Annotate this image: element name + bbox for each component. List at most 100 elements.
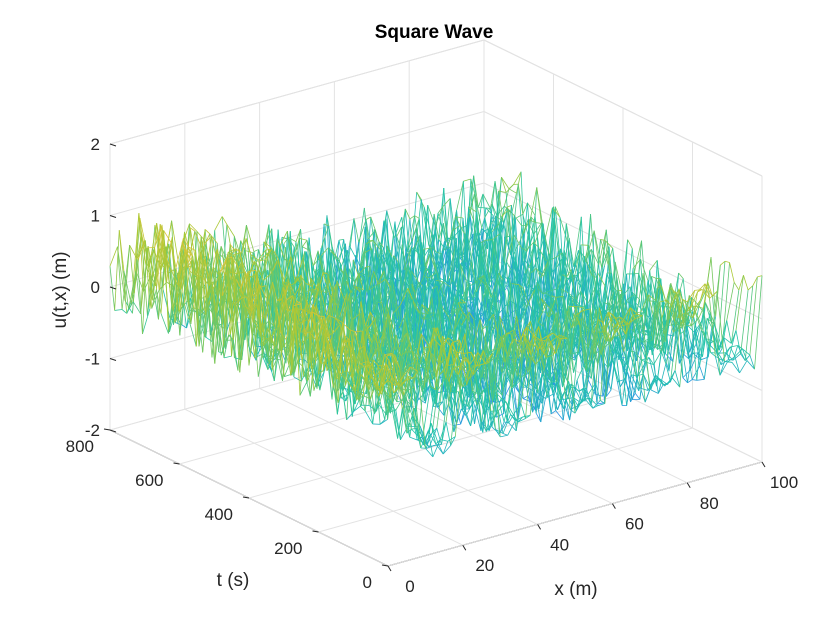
mesh-line bbox=[302, 240, 308, 247]
mesh-line bbox=[257, 260, 264, 276]
mesh-line bbox=[473, 175, 479, 208]
mesh-line bbox=[250, 254, 259, 261]
mesh-line bbox=[377, 257, 386, 300]
mesh-line bbox=[207, 295, 216, 325]
mesh-line bbox=[294, 281, 303, 296]
mesh-line bbox=[414, 235, 421, 247]
mesh-line bbox=[277, 299, 282, 302]
mesh-line bbox=[353, 218, 360, 243]
mesh-line bbox=[438, 277, 447, 282]
mesh-line bbox=[601, 229, 607, 268]
mesh-line bbox=[550, 257, 556, 260]
mesh-line bbox=[197, 308, 204, 353]
mesh-line bbox=[236, 286, 246, 322]
mesh-line bbox=[455, 181, 464, 214]
mesh-line bbox=[228, 279, 237, 336]
mesh-line bbox=[678, 272, 684, 279]
mesh-line bbox=[479, 217, 486, 234]
mesh-line bbox=[565, 223, 575, 267]
mesh-line bbox=[427, 204, 436, 227]
mesh-line bbox=[485, 207, 494, 216]
mesh-line bbox=[493, 272, 500, 318]
mesh-line bbox=[204, 229, 211, 235]
mesh-line bbox=[234, 304, 241, 373]
mesh-line bbox=[596, 267, 603, 295]
mesh-line bbox=[223, 334, 230, 358]
mesh-line bbox=[137, 260, 143, 334]
mesh-line bbox=[184, 231, 193, 261]
mesh-line bbox=[435, 223, 444, 275]
mesh-line bbox=[277, 259, 286, 283]
mesh-line bbox=[442, 246, 451, 251]
mesh-line bbox=[357, 267, 366, 276]
mesh-line bbox=[221, 257, 228, 296]
mesh-line bbox=[541, 222, 548, 298]
mesh-line bbox=[358, 273, 364, 291]
mesh-line bbox=[524, 273, 531, 332]
mesh-line bbox=[193, 307, 199, 310]
mesh-line bbox=[216, 249, 225, 275]
mesh-line bbox=[220, 272, 226, 330]
mesh-line bbox=[229, 244, 236, 251]
mesh-line bbox=[253, 249, 259, 252]
mesh-line bbox=[272, 259, 278, 271]
mesh-line bbox=[443, 223, 449, 247]
mesh-line bbox=[245, 250, 253, 253]
mesh-line bbox=[114, 309, 123, 311]
mesh-line bbox=[413, 299, 422, 310]
mesh-line bbox=[468, 206, 474, 220]
mesh-line bbox=[137, 240, 146, 261]
mesh-line bbox=[185, 302, 192, 324]
mesh-line bbox=[181, 324, 187, 329]
mesh-line bbox=[140, 240, 146, 314]
mesh-line bbox=[527, 285, 536, 298]
mesh-line bbox=[170, 242, 177, 268]
mesh-line bbox=[240, 240, 246, 251]
mesh-line bbox=[522, 202, 528, 215]
mesh-line bbox=[178, 238, 184, 312]
mesh-line bbox=[501, 177, 507, 193]
mesh-line bbox=[339, 265, 346, 339]
mesh-line bbox=[435, 272, 445, 297]
mesh-line bbox=[188, 307, 194, 320]
mesh-line bbox=[420, 199, 430, 246]
mesh-line bbox=[202, 267, 209, 282]
mesh-line bbox=[517, 184, 524, 215]
mesh-line bbox=[179, 231, 185, 336]
mesh-line bbox=[355, 285, 364, 291]
mesh-line bbox=[180, 248, 186, 290]
mesh-line bbox=[163, 230, 172, 244]
grid-line bbox=[387, 461, 763, 567]
mesh-line bbox=[142, 308, 151, 335]
mesh-line bbox=[158, 230, 165, 290]
mesh-line bbox=[292, 229, 301, 276]
mesh-line bbox=[151, 289, 160, 309]
mesh-line bbox=[253, 261, 260, 271]
mesh-line bbox=[554, 252, 563, 259]
mesh-line bbox=[234, 249, 240, 251]
mesh-line bbox=[506, 204, 512, 208]
mesh-line bbox=[169, 267, 179, 286]
mesh-line bbox=[254, 353, 263, 359]
mesh-line bbox=[203, 235, 212, 245]
mesh-line bbox=[533, 222, 542, 235]
mesh-line bbox=[279, 230, 288, 246]
mesh-line bbox=[186, 252, 192, 262]
mesh-line bbox=[352, 284, 361, 293]
mesh-line bbox=[225, 334, 231, 341]
mesh-line bbox=[189, 223, 198, 232]
mesh-line bbox=[226, 224, 235, 237]
mesh-line bbox=[300, 274, 306, 284]
grid-line bbox=[248, 393, 624, 499]
mesh-line bbox=[328, 247, 337, 257]
mesh-line bbox=[294, 258, 304, 284]
mesh-line bbox=[146, 247, 153, 309]
mesh-line bbox=[358, 219, 367, 243]
mesh-line bbox=[253, 259, 259, 266]
mesh-line bbox=[243, 271, 249, 295]
mesh-line bbox=[554, 206, 561, 218]
mesh-line bbox=[397, 261, 407, 306]
mesh-line bbox=[212, 266, 219, 298]
mesh-line bbox=[250, 270, 257, 303]
